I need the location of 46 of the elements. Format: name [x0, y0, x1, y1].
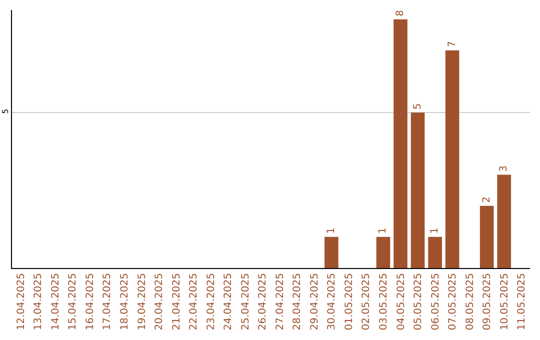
bar [445, 50, 460, 268]
x-tick-label: 09.05.2025 [482, 273, 494, 330]
x-tick-label: 13.04.2025 [33, 273, 44, 330]
bar [376, 236, 390, 268]
x-tick-label: 04.05.2025 [396, 273, 407, 330]
x-tick-label: 06.05.2025 [430, 273, 442, 330]
x-tick-label: 12.04.2025 [16, 273, 27, 330]
x-tick-label: 14.04.2025 [50, 273, 62, 330]
x-tick-label: 18.04.2025 [119, 273, 130, 330]
x-tick-label: 16.04.2025 [84, 273, 96, 330]
data-label: 8 [395, 10, 406, 16]
x-tick-label: 03.05.2025 [378, 273, 390, 330]
x-tick-label: 29.04.2025 [309, 273, 320, 330]
x-tick-label: 01.05.2025 [344, 273, 355, 330]
data-label: 3 [498, 165, 510, 172]
x-tick-label: 05.05.2025 [413, 273, 424, 330]
x-tick-label: 23.04.2025 [206, 273, 217, 330]
x-tick-label: 02.05.2025 [361, 273, 372, 330]
x-tick-label: 22.04.2025 [188, 273, 200, 330]
data-label: 1 [430, 228, 441, 234]
data-label: 1 [326, 228, 337, 234]
x-tick-label: 17.04.2025 [102, 273, 114, 330]
x-tick-label: 26.04.2025 [258, 273, 269, 330]
data-label: 1 [378, 228, 389, 234]
x-tick-label: 27.04.2025 [274, 273, 286, 330]
x-tick-label: 19.04.2025 [136, 273, 148, 330]
x-tick-label: 24.04.2025 [223, 273, 234, 330]
x-tick-label: 11.05.2025 [516, 273, 528, 330]
data-label: 5 [412, 103, 424, 110]
x-tick-label: 30.04.2025 [326, 273, 338, 330]
bar [410, 112, 425, 268]
data-label: 7 [446, 41, 458, 48]
x-tick-label: 10.05.2025 [499, 273, 510, 330]
x-tick-label: 08.05.2025 [464, 273, 476, 330]
x-tick-label: 20.04.2025 [154, 273, 166, 330]
x-tick-label: 07.05.2025 [448, 273, 459, 330]
x-tick-label: 25.04.2025 [240, 273, 252, 330]
x-tick-label: 15.04.2025 [68, 273, 79, 330]
bar [480, 206, 494, 268]
x-tick-label: 21.04.2025 [171, 273, 182, 330]
bar [324, 236, 338, 268]
bar [428, 236, 442, 268]
bar [394, 19, 408, 268]
data-label: 2 [481, 196, 492, 203]
x-tick-label: 28.04.2025 [292, 273, 304, 330]
bar [497, 174, 512, 268]
